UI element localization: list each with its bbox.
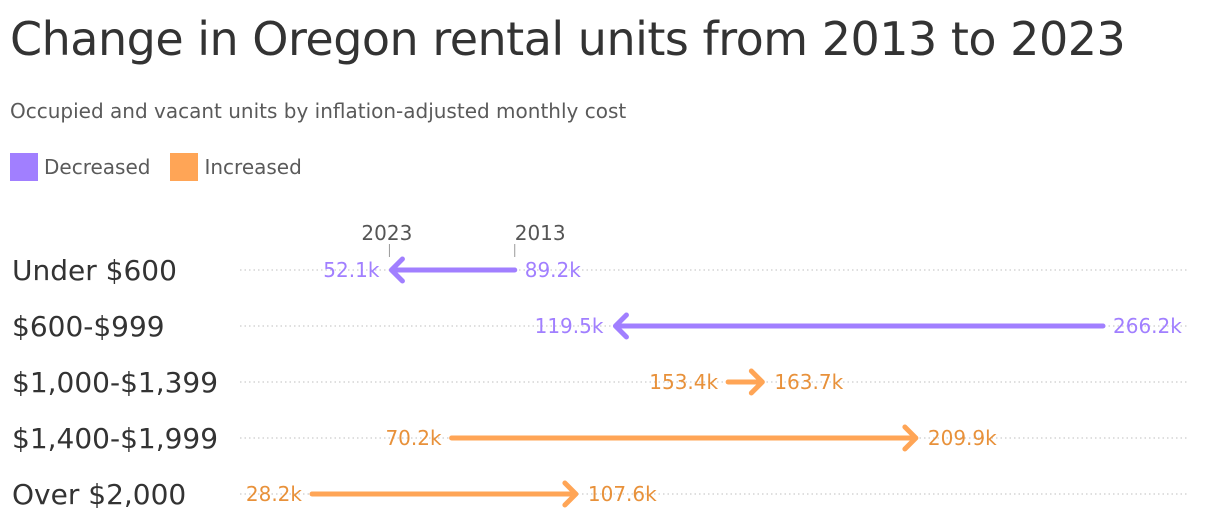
legend-item-increased: Increased	[170, 153, 302, 181]
category-label: $1,400-$1,999	[12, 422, 218, 455]
category-label: $600-$999	[12, 310, 165, 343]
legend-label-decreased: Decreased	[44, 155, 151, 179]
value-label-2013: 89.2k	[525, 258, 582, 282]
arrow-head	[612, 312, 629, 340]
value-label-2023: 119.5k	[535, 314, 604, 338]
value-label-2013: 28.2k	[246, 482, 303, 506]
legend-item-decreased: Decreased	[10, 153, 150, 181]
value-label-2023: 209.9k	[928, 426, 997, 450]
arrow-head	[748, 368, 765, 396]
legend-swatch-decreased	[10, 153, 38, 181]
chart-title: Change in Oregon rental units from 2013 …	[10, 12, 1126, 66]
legend-label-increased: Increased	[204, 155, 302, 179]
value-label-2023: 52.1k	[323, 258, 380, 282]
category-label: $1,000-$1,399	[12, 366, 218, 399]
chart-subtitle: Occupied and vacant units by inflation-a…	[10, 99, 627, 123]
arrow-head	[388, 256, 405, 284]
arrow-head	[902, 424, 919, 452]
value-label-2013: 266.2k	[1113, 314, 1182, 338]
category-label: Over $2,000	[12, 478, 186, 511]
category-label: Under $600	[12, 254, 177, 287]
value-label-2023: 107.6k	[588, 482, 657, 506]
legend-swatch-increased	[170, 153, 199, 181]
value-label-2013: 153.4k	[649, 370, 718, 394]
legend: Decreased Increased	[10, 153, 322, 181]
tick-label-2023: 2023	[361, 221, 412, 245]
value-label-2023: 163.7k	[774, 370, 843, 394]
tick-label-2013: 2013	[515, 221, 566, 245]
arrow-head	[562, 480, 579, 508]
value-label-2013: 70.2k	[385, 426, 442, 450]
